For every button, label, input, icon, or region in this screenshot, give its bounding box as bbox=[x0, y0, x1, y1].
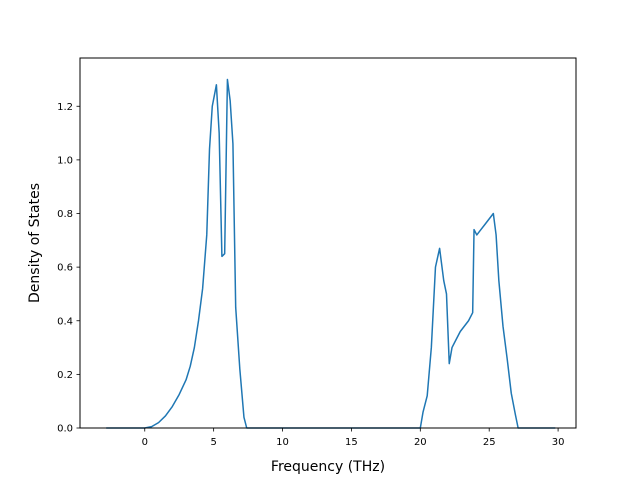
x-tick-label: 0 bbox=[142, 437, 148, 448]
x-tick-label: 20 bbox=[414, 437, 427, 448]
x-tick-label: 25 bbox=[483, 437, 496, 448]
y-tick-label: 0.0 bbox=[57, 424, 73, 435]
y-tick-label: 0.4 bbox=[57, 316, 73, 327]
x-tick-label: 5 bbox=[210, 437, 216, 448]
axes-frame bbox=[79, 57, 577, 429]
y-axis-label: Density of States bbox=[27, 183, 43, 303]
x-tick-label: 30 bbox=[552, 437, 565, 448]
x-axis-label: Frequency (THz) bbox=[271, 459, 385, 475]
plot-area bbox=[106, 78, 556, 429]
y-tick-label: 1.0 bbox=[57, 155, 73, 166]
y-tick-label: 0.2 bbox=[57, 370, 73, 381]
y-tick-label: 1.2 bbox=[57, 102, 73, 113]
dos-series-line-0 bbox=[106, 78, 556, 429]
y-tick-label: 0.6 bbox=[57, 263, 73, 274]
x-tick-label: 15 bbox=[345, 437, 358, 448]
axis-ticks: 0 5 10 15 20 25 30 0.0 0.2 0.4 0.6 0.8 1.0 1.2 bbox=[57, 102, 564, 448]
x-tick-label: 10 bbox=[276, 437, 289, 448]
y-tick-label: 0.8 bbox=[57, 209, 73, 220]
